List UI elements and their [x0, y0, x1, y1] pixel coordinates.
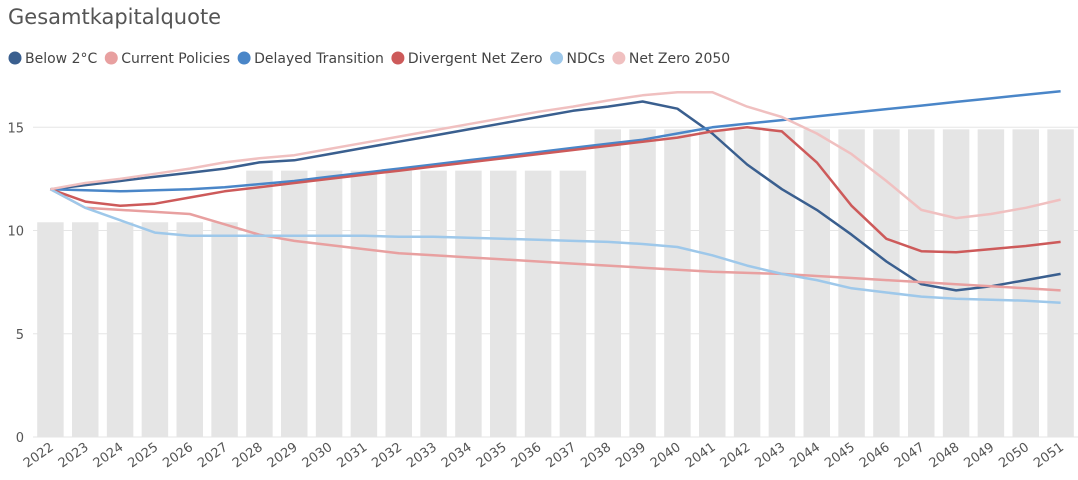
y-tick-label: 10 — [7, 225, 24, 240]
bar — [699, 129, 726, 437]
line — [50, 100, 1061, 292]
bar — [211, 222, 238, 437]
bar — [768, 129, 796, 437]
line — [50, 89, 1061, 193]
x-tick-label: 2046 — [857, 440, 893, 471]
grid — [33, 126, 1078, 438]
x-tick-label: 2028 — [230, 440, 266, 471]
legend-marker — [612, 51, 626, 65]
bar — [37, 222, 64, 437]
chart-title: Gesamtkapitalquote — [8, 5, 221, 29]
bar — [385, 170, 412, 437]
x-tick-label: 2040 — [648, 440, 684, 471]
legend-marker — [550, 51, 564, 65]
lines — [49, 89, 1061, 305]
bar — [838, 129, 865, 437]
x-tick-label: 2032 — [369, 440, 405, 471]
x-tick-label: 2039 — [613, 440, 649, 471]
legend-label: Delayed Transition — [254, 51, 384, 67]
legend-label: Divergent Net Zero — [408, 51, 543, 67]
x-tick-label: 2042 — [718, 440, 754, 471]
x-tick-label: 2047 — [892, 440, 928, 471]
bar — [176, 222, 203, 437]
x-tick-label: 2030 — [300, 440, 336, 471]
bar — [733, 129, 761, 437]
bar — [1012, 129, 1039, 437]
line — [49, 126, 1061, 254]
x-tick-label: 2050 — [996, 440, 1032, 471]
x-tick-label: 2044 — [787, 440, 823, 471]
bar — [873, 129, 900, 437]
line — [49, 188, 1061, 292]
bar — [1047, 129, 1074, 437]
x-tick-label: 2024 — [91, 440, 127, 471]
x-tick-label: 2051 — [1031, 440, 1067, 471]
legend-marker — [8, 51, 22, 65]
legend-label: Below 2°C — [25, 51, 97, 67]
x-tick-label: 2034 — [439, 440, 475, 471]
legend-marker — [391, 51, 405, 65]
bar — [420, 170, 447, 437]
legend-label: NDCs — [567, 51, 605, 67]
x-tick-label: 2029 — [265, 440, 301, 471]
bar — [350, 170, 378, 437]
line — [50, 90, 1061, 220]
x-tick-label: 2027 — [195, 440, 231, 471]
bar — [455, 170, 482, 437]
bar — [664, 129, 691, 437]
line — [49, 188, 1061, 305]
legend-marker — [104, 51, 118, 65]
x-tick-label: 2035 — [474, 440, 510, 471]
bar — [629, 129, 656, 437]
x-tick-label: 2031 — [334, 440, 370, 471]
legend-label: Current Policies — [121, 51, 230, 67]
x-tick-label: 2023 — [56, 440, 92, 471]
bar — [594, 129, 621, 437]
x-tick-label: 2025 — [125, 440, 161, 471]
bar — [524, 170, 552, 437]
x-tick-label: 2038 — [578, 440, 614, 471]
x-tick-label: 2041 — [683, 440, 719, 471]
legend-marker — [237, 51, 251, 65]
bar — [281, 170, 308, 437]
bar — [977, 129, 1005, 437]
bar — [490, 170, 517, 437]
x-tick-label: 2049 — [961, 440, 997, 471]
bar — [72, 222, 99, 437]
x-tick-label: 2033 — [404, 440, 440, 471]
y-tick-label: 0 — [16, 431, 24, 446]
x-tick-label: 2045 — [822, 440, 858, 471]
y-tick-label: 5 — [16, 328, 24, 343]
legend-label: Net Zero 2050 — [629, 51, 730, 67]
bar — [246, 170, 273, 437]
bar — [141, 222, 169, 437]
x-tick-label: 2048 — [927, 440, 963, 471]
x-tick-label: 2036 — [509, 440, 545, 471]
bar — [315, 170, 343, 437]
y-tick-label: 15 — [7, 121, 24, 136]
bar — [559, 170, 587, 437]
x-tick-label: 2022 — [21, 440, 57, 471]
x-tick-label: 2026 — [160, 440, 196, 471]
bar — [106, 222, 134, 437]
x-tick-label: 2043 — [752, 440, 788, 471]
x-tick-label: 2037 — [543, 440, 579, 471]
